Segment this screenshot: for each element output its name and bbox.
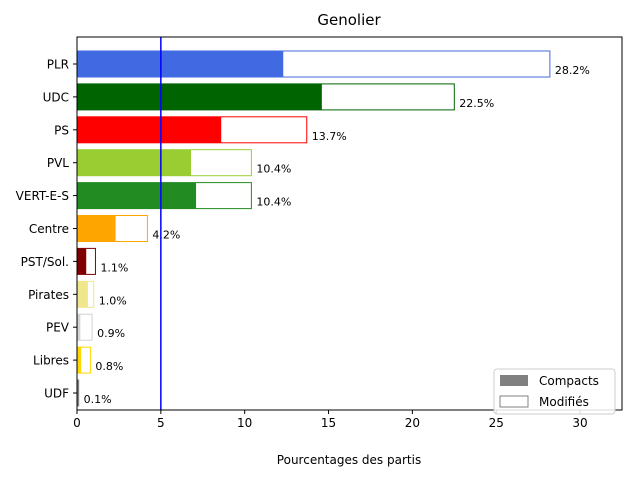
data-label-1: 22.5%: [459, 97, 494, 110]
y-tick-label-10: UDF: [44, 387, 69, 401]
bar-compacts-2: [77, 116, 222, 143]
data-label-3: 10.4%: [256, 163, 291, 176]
bar-compacts-8: [77, 314, 81, 341]
x-tick-label-2: 10: [237, 416, 252, 430]
bar-compacts-5: [77, 215, 116, 242]
legend-label-compacts: Compacts: [539, 374, 599, 388]
bar-compacts-0: [77, 51, 284, 77]
y-tick-label-5: Centre: [29, 222, 69, 236]
x-tick-label-0: 0: [73, 416, 81, 430]
y-tick-label-2: PS: [54, 123, 69, 137]
y-tick-label-3: PVL: [47, 156, 69, 170]
bar-compacts-9: [77, 347, 82, 374]
bar-compacts-3: [77, 149, 192, 176]
data-label-7: 1.0%: [99, 294, 127, 307]
data-label-4: 10.4%: [256, 196, 291, 209]
chart-title: Genolier: [317, 11, 381, 29]
x-tick-label-3: 15: [321, 416, 336, 430]
x-tick-label-6: 30: [572, 416, 587, 430]
y-tick-label-6: PST/Sol.: [21, 255, 69, 269]
plot-frame: [76, 36, 623, 411]
data-label-5: 4.2%: [152, 229, 180, 242]
y-tick-label-8: PEV: [46, 321, 70, 335]
x-tick-label-1: 5: [157, 416, 165, 430]
bar-compacts-10: [77, 380, 79, 406]
y-axis: PLR UDC PS PVL VERT-E-S Centre PST/Sol. Pirates…: [16, 58, 77, 401]
data-label-8: 0.9%: [97, 327, 125, 340]
x-tick-label-5: 25: [489, 416, 504, 430]
bar-compacts-4: [77, 182, 197, 209]
x-tick-label-4: 20: [405, 416, 420, 430]
legend-label-modifies: Modifiés: [539, 395, 589, 409]
bar-compacts-1: [77, 83, 322, 110]
y-tick-label-7: Pirates: [28, 288, 69, 302]
data-labels-group: 28.2% 22.5% 13.7% 10.4% 10.4% 4.2% 1.1% 1.0% 0.9…: [84, 64, 590, 406]
y-tick-label-9: Libres: [33, 354, 69, 368]
data-label-9: 0.8%: [95, 360, 123, 373]
y-tick-label-1: UDC: [43, 90, 69, 104]
legend: Compacts Modifiés: [493, 368, 616, 415]
data-label-0: 28.2%: [555, 64, 590, 77]
y-tick-label-4: VERT-E-S: [16, 189, 69, 203]
data-label-10: 0.1%: [84, 393, 112, 406]
data-label-6: 1.1%: [100, 261, 128, 274]
legend-swatch-modifies: [499, 395, 529, 408]
legend-swatch-compacts: [500, 375, 528, 386]
x-axis: 0 5 10 15 20 25 30: [73, 410, 588, 430]
bars-group: [76, 50, 551, 407]
bar-compacts-7: [77, 281, 88, 308]
bar-compacts-6: [77, 248, 87, 275]
y-tick-label-0: PLR: [47, 58, 69, 72]
x-axis-label: Pourcentages des partis: [277, 453, 421, 467]
data-label-2: 13.7%: [312, 130, 347, 143]
